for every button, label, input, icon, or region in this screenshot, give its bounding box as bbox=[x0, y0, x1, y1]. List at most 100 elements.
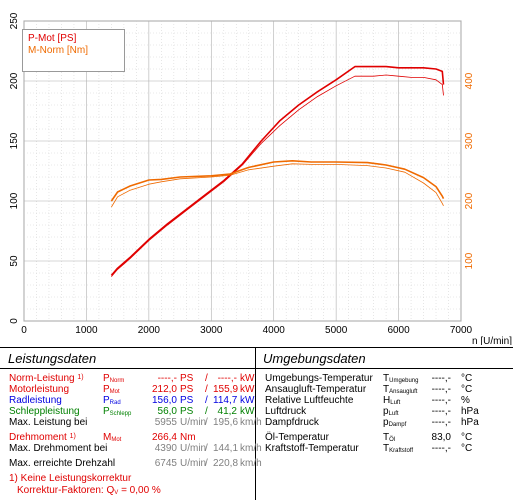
row-symbol: TUmgebung bbox=[383, 373, 419, 384]
row-value-2: 114,7 bbox=[213, 395, 238, 406]
row-value: ----,- bbox=[431, 373, 451, 384]
leistung-row: Max. Drehmoment bei 4390 U/min/ 144,1 km/h bbox=[9, 443, 262, 454]
row-unit: °C bbox=[461, 443, 473, 454]
axis-ticks: 0 1000 2000 3000 4000 5000 6000 7000 0 50 100 150 20… bbox=[9, 12, 512, 345]
row-symbol: HLuft bbox=[383, 395, 401, 406]
y-right-tick-label: 400 bbox=[464, 72, 475, 89]
row-symbol-sub: Kraftstoff bbox=[389, 448, 414, 454]
series-group bbox=[110, 65, 445, 277]
row-value: ----,- bbox=[431, 417, 451, 428]
footnote-2: Korrektur-Faktoren: QV = 0,00 % bbox=[17, 485, 161, 496]
umgebung-row: Luftdruck pLuft ----,- hPa bbox=[265, 406, 505, 417]
x-axis-label: n [U/min] bbox=[472, 336, 512, 345]
row-value-1: 4390 bbox=[154, 443, 177, 454]
row-symbol: MMot bbox=[103, 432, 122, 443]
row-value-2: 220,8 bbox=[213, 458, 239, 469]
row-label: Motorleistung bbox=[9, 384, 70, 395]
row-unit-2: kW bbox=[240, 406, 255, 417]
panel-divider bbox=[255, 347, 256, 500]
leistung-row: Max. Leistung bei 5955 U/min/ 195,6 km/h bbox=[9, 417, 262, 428]
umgebung-row: Relative Luftfeuchte HLuft ----,-% bbox=[265, 395, 505, 406]
row-value-2: 195,6 bbox=[213, 417, 239, 428]
grid bbox=[23, 20, 462, 322]
series-line-0 bbox=[110, 65, 445, 276]
row-symbol-sub: Umgebung bbox=[389, 378, 419, 384]
row-label: Umgebungs-Temperatur bbox=[265, 373, 373, 384]
y-left-tick-label: 0 bbox=[9, 318, 20, 324]
legend-mnorm: M-Norm [Nm] bbox=[28, 45, 88, 56]
row-value: 83,0 bbox=[431, 432, 451, 443]
x-tick-label: 5000 bbox=[325, 325, 348, 336]
row-symbol-sub: Rad bbox=[109, 400, 121, 406]
y-left-tick-label: 50 bbox=[9, 255, 20, 267]
row-symbol-sub: Ansaugluft bbox=[389, 389, 418, 395]
y-left-tick-label: 250 bbox=[9, 12, 20, 29]
footnote-2-value: = 0,00 % bbox=[121, 485, 161, 496]
footnote-1: 1) Keine Leistungskorrektur bbox=[9, 473, 132, 484]
row-symbol: PRad bbox=[103, 395, 121, 406]
row-unit-1: U/min bbox=[180, 417, 207, 428]
row-unit: hPa bbox=[461, 417, 479, 428]
umgebung-row: Umgebungs-Temperatur TUmgebung ----,- °C bbox=[265, 373, 505, 384]
row-separator: / bbox=[205, 373, 208, 384]
dyno-chart: 0 1000 2000 3000 4000 5000 6000 7000 0 50 100 150 20… bbox=[9, 12, 512, 345]
row-label: Öl-Temperatur bbox=[265, 432, 329, 443]
x-tick-label: 0 bbox=[21, 325, 27, 336]
umgebung-row: Dampfdruck pDampf ----,- hPa bbox=[265, 417, 505, 428]
x-tick-label: 2000 bbox=[138, 325, 161, 336]
row-unit-2: kW bbox=[240, 395, 255, 406]
row-symbol-sub: Norm bbox=[109, 378, 125, 384]
row-label: Schleppleistung bbox=[9, 406, 80, 417]
row-unit: °C bbox=[461, 432, 473, 443]
row-symbol: TÖl bbox=[383, 432, 396, 443]
row-unit-1: PS bbox=[180, 373, 194, 384]
y-left-tick-label: 200 bbox=[9, 72, 20, 89]
row-symbol-sub: Schlepp bbox=[109, 411, 132, 417]
row-separator: / bbox=[205, 384, 208, 395]
panel-top-rule bbox=[0, 347, 513, 348]
panel-header-rule bbox=[0, 368, 513, 369]
row-separator: / bbox=[205, 417, 208, 428]
row-value-1: 266,4 bbox=[151, 432, 177, 443]
row-label: Relative Luftfeuchte bbox=[265, 395, 354, 406]
row-symbol: PNorm bbox=[103, 373, 125, 384]
row-symbol-sub: Mot bbox=[111, 437, 122, 443]
x-tick-label: 1000 bbox=[75, 325, 98, 336]
row-unit-1: U/min bbox=[180, 458, 207, 469]
row-separator: / bbox=[205, 406, 208, 417]
row-unit: % bbox=[461, 395, 470, 406]
y-right-tick-label: 100 bbox=[464, 252, 475, 269]
leistung-row: Norm-Leistung 1) PNorm ----,- PS / ----,- kW bbox=[9, 373, 254, 384]
row-unit-1: U/min bbox=[180, 443, 207, 454]
chart-legend: P-Mot [PS] M-Norm [Nm] bbox=[22, 29, 125, 72]
row-value-1: 212,0 bbox=[151, 384, 177, 395]
x-tick-label: 3000 bbox=[200, 325, 223, 336]
row-label: Ansaugluft-Temperatur bbox=[265, 384, 367, 395]
row-label: Drehmoment 1) bbox=[9, 432, 76, 443]
footnote-2-label: Korrektur-Faktoren: Q bbox=[17, 485, 115, 496]
row-value: ----,- bbox=[431, 406, 451, 417]
row-footnote-mark: 1) bbox=[77, 374, 84, 381]
row-value-2: ----,- bbox=[217, 373, 237, 384]
row-value-1: 156,0 bbox=[151, 395, 177, 406]
row-value-1: ----,- bbox=[157, 373, 177, 384]
row-label: Max. erreichte Drehzahl bbox=[9, 458, 116, 469]
row-unit-2: km/h bbox=[240, 417, 262, 428]
y-left-tick-label: 150 bbox=[9, 132, 20, 149]
row-symbol: TKraftstoff bbox=[383, 443, 414, 454]
row-value: ----,- bbox=[431, 395, 451, 406]
x-tick-label: 7000 bbox=[450, 325, 473, 336]
leistung-row: Schleppleistung PSchlepp 56,0 PS / 41,2 kW bbox=[9, 406, 254, 417]
row-symbol-sub: Öl bbox=[389, 437, 396, 443]
series-line-3 bbox=[111, 163, 444, 208]
row-unit-2: kW bbox=[240, 384, 255, 395]
row-value-2: 155,9 bbox=[213, 384, 239, 395]
y-right-tick-label: 300 bbox=[464, 132, 475, 149]
row-value-2: 144,1 bbox=[213, 443, 239, 454]
row-unit: hPa bbox=[461, 406, 479, 417]
series-line-2 bbox=[110, 160, 445, 202]
row-symbol-sub: Dampf bbox=[388, 422, 407, 428]
row-unit-2: km/h bbox=[240, 458, 262, 469]
row-label: Max. Drehmoment bei bbox=[9, 443, 108, 454]
row-symbol: PMot bbox=[103, 384, 120, 395]
